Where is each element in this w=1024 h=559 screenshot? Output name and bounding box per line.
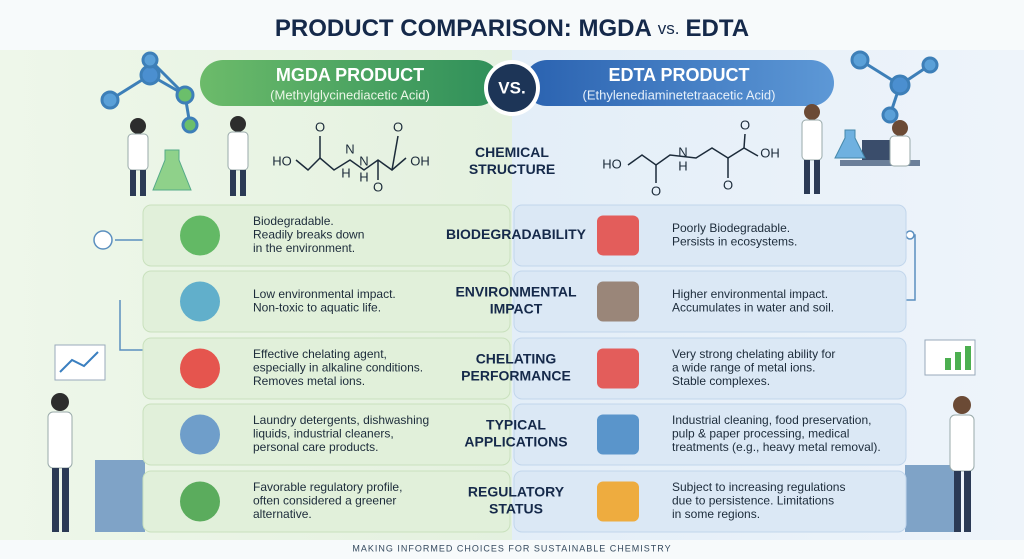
right-text: Stable complexes. [672, 374, 770, 388]
right-text: Very strong chelating ability for [672, 347, 835, 361]
left-text: in the environment. [253, 241, 355, 255]
row-label: PERFORMANCE [461, 368, 571, 384]
right-text: Accumulates in water and soil. [672, 300, 834, 314]
row-label: APPLICATIONS [464, 434, 567, 450]
left-panel [142, 403, 511, 466]
right-text: Industrial cleaning, food preservation, [672, 413, 871, 427]
right-structure-bonds [627, 133, 759, 183]
title-left: PRODUCT COMPARISON: MGDA [275, 15, 652, 42]
footer: MAKING INFORMED CHOICES FOR SUSTAINABLE … [352, 543, 671, 553]
vs-circle [488, 64, 536, 112]
left-panel [142, 470, 511, 533]
molecule-right [850, 50, 939, 124]
left-atom: O [393, 119, 403, 134]
left-icon [180, 348, 220, 389]
right-atom: H [678, 158, 687, 173]
right-text: Persists in ecosystems. [672, 234, 797, 248]
left-text: liquids, industrial cleaners, [253, 427, 394, 441]
left-icon [180, 215, 220, 256]
left-icon [180, 414, 220, 455]
structure-label: STRUCTURE [469, 161, 555, 177]
left-panel [142, 337, 511, 400]
left-icon [180, 481, 220, 522]
right-atom: HO [602, 156, 622, 171]
left-text: personal care products. [253, 440, 378, 454]
left-text: alternative. [253, 507, 312, 521]
title: PRODUCT COMPARISON: MGDA vs. EDTA [275, 15, 749, 42]
right-text: in some regions. [672, 507, 760, 521]
right-atom: N [678, 144, 687, 159]
title-right: EDTA [686, 15, 750, 42]
right-atom: O [740, 117, 750, 132]
row-label: TYPICAL [486, 417, 546, 433]
right-lab-scene [905, 339, 976, 532]
left-atom: N [359, 153, 368, 168]
left-scientist [127, 116, 249, 196]
right-text: a wide range of metal ions. [672, 361, 815, 375]
right-icon [597, 414, 639, 455]
right-text: pulp & paper processing, medical [672, 427, 849, 441]
left-atom: HO [272, 153, 292, 168]
right-scientist [801, 104, 920, 194]
left-header-pill [200, 60, 500, 106]
right-atom: OH [760, 145, 780, 160]
right-atom: O [723, 177, 733, 192]
row-label: ENVIRONMENTAL [455, 284, 577, 300]
right-header-pill [524, 60, 834, 106]
left-panel [142, 204, 511, 267]
right-text: due to persistence. Limitations [672, 494, 834, 508]
right-text: Subject to increasing regulations [672, 480, 845, 494]
left-text: Laundry detergents, dishwashing [253, 413, 429, 427]
row-label: IMPACT [490, 301, 543, 317]
right-header-subtitle: (Ethylenediaminetetraacetic Acid) [583, 87, 776, 102]
right-icon [597, 281, 639, 322]
right-atom: O [651, 183, 661, 198]
left-text: often considered a greener [253, 494, 396, 508]
right-header-name: EDTA PRODUCT [609, 65, 750, 85]
left-atom: OH [410, 153, 430, 168]
left-lab-scene [47, 344, 145, 532]
structure-label: CHEMICAL [475, 144, 549, 160]
vs-label: VS. [498, 78, 525, 97]
row-label: BIODEGRADABILITY [446, 226, 587, 242]
left-text: Favorable regulatory profile, [253, 480, 402, 494]
right-icon [597, 215, 639, 256]
right-text: Poorly Biodegradable. [672, 221, 790, 235]
left-atom: N [345, 141, 354, 156]
left-text: Non-toxic to aquatic life. [253, 300, 381, 314]
right-icon [597, 481, 639, 522]
left-text: Effective chelating agent, [253, 347, 387, 361]
left-atom: H [359, 169, 368, 184]
row-label: STATUS [489, 501, 543, 517]
left-atom: H [341, 165, 350, 180]
left-atom: O [315, 119, 325, 134]
row-label: REGULATORY [468, 484, 565, 500]
left-text: Biodegradable. [253, 214, 334, 228]
left-text: especially in alkaline conditions. [253, 361, 423, 375]
right-text: treatments (e.g., heavy metal removal). [672, 440, 881, 454]
left-text: Removes metal ions. [253, 374, 365, 388]
left-structure-bonds [295, 135, 407, 180]
left-header-subtitle: (Methylglycinediacetic Acid) [270, 87, 430, 102]
left-atom: O [373, 179, 383, 194]
title-vs: vs. [658, 19, 680, 38]
left-panel [142, 270, 511, 333]
left-icon [180, 281, 220, 322]
left-text: Low environmental impact. [253, 287, 396, 301]
right-icon [597, 348, 639, 389]
right-text: Higher environmental impact. [672, 287, 828, 301]
left-text: Readily breaks down [253, 228, 364, 242]
left-header-name: MGDA PRODUCT [276, 65, 424, 85]
molecule-left [100, 51, 199, 134]
row-label: CHELATING [476, 351, 557, 367]
